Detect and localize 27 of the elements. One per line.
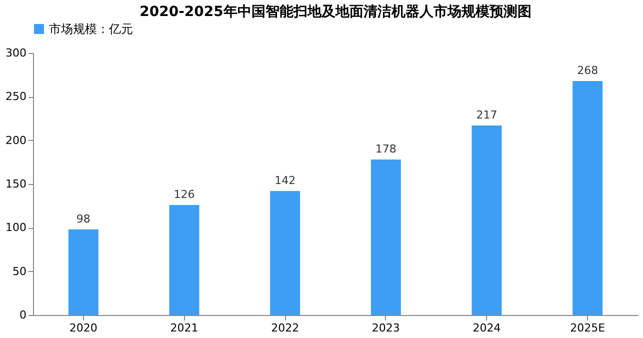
data-label: 126 [174, 188, 195, 201]
bar [572, 80, 603, 315]
y-tick-label: 150 [6, 178, 26, 190]
data-label: 98 [76, 212, 90, 226]
x-tick-label: 2022 [271, 322, 300, 334]
x-tick-label: 2024 [472, 322, 501, 334]
x-tick-label: 2023 [372, 322, 400, 334]
y-tick-label: 250 [6, 90, 26, 104]
chart-title: 2020-2025年中国智能扫地及地面清洁机器人市场规模预测图 [140, 3, 532, 20]
bar [270, 190, 300, 315]
y-tick-label: 200 [6, 134, 26, 147]
x-tick-label: 2021 [170, 322, 198, 334]
bar [169, 204, 200, 315]
x-tick-label: 2025E [570, 322, 606, 334]
x-tick-label: 2020 [69, 322, 98, 334]
y-tick-label: 100 [6, 221, 26, 234]
y-tick-label: 300 [6, 46, 26, 60]
legend-label: 市场规模：亿元 [49, 22, 133, 36]
data-label: 217 [476, 108, 498, 122]
data-label: 178 [375, 142, 396, 156]
bar [370, 160, 401, 315]
y-tick-label: 0 [20, 308, 26, 322]
bar [68, 229, 98, 315]
y-tick-label: 50 [12, 264, 26, 278]
bar [472, 125, 502, 315]
data-label: 268 [577, 64, 598, 77]
data-label: 142 [274, 174, 296, 187]
